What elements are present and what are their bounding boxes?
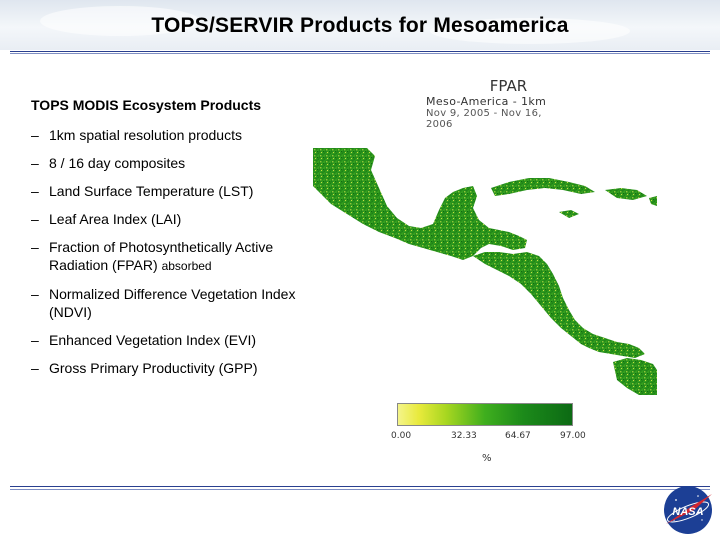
colorbar-unit: % bbox=[482, 453, 492, 464]
section-heading: TOPS MODIS Ecosystem Products bbox=[31, 97, 262, 113]
list-item: – Gross Primary Productivity (GPP) bbox=[31, 359, 301, 377]
list-item: – Land Surface Temperature (LST) bbox=[31, 182, 301, 200]
list-item-suffix: absorbed bbox=[161, 259, 212, 273]
footer-divider-secondary bbox=[10, 489, 710, 490]
mesoamerica-map bbox=[313, 148, 657, 395]
bullet-dash: – bbox=[31, 286, 39, 302]
list-item-text: Fraction of Photosynthetically Active Ra… bbox=[49, 239, 274, 273]
list-item-text: Enhanced Vegetation Index (EVI) bbox=[49, 332, 257, 348]
list-item: – Leaf Area Index (LAI) bbox=[31, 210, 301, 228]
list-item-text: Gross Primary Productivity (GPP) bbox=[49, 360, 258, 376]
list-item-text: 8 / 16 day composites bbox=[49, 155, 186, 171]
list-item-text: Leaf Area Index (LAI) bbox=[49, 211, 182, 227]
bullet-dash: – bbox=[31, 127, 39, 143]
list-item-text: 1km spatial resolution products bbox=[49, 127, 242, 143]
landmass-south-america bbox=[613, 358, 657, 395]
nasa-meatball-icon: NASA bbox=[664, 486, 712, 534]
colorbar-tick: 32.33 bbox=[451, 431, 477, 441]
landmass-central-america bbox=[473, 252, 645, 358]
landmass-hispaniola bbox=[605, 188, 647, 200]
colorbar-tick: 97.00 bbox=[560, 431, 586, 441]
list-item: –8 / 16 day composites bbox=[31, 154, 301, 172]
footer-divider bbox=[10, 486, 710, 487]
banner-cloud bbox=[40, 6, 200, 36]
nasa-logo: NASA bbox=[662, 484, 714, 536]
slide-title: TOPS/SERVIR Products for Mesoamerica bbox=[151, 14, 569, 37]
list-item: –1km spatial resolution products bbox=[31, 126, 301, 144]
list-item: – Normalized Difference Vegetation Index … bbox=[31, 285, 301, 321]
bullet-dash: – bbox=[31, 155, 39, 171]
bullet-dash: – bbox=[31, 360, 39, 376]
fpar-colorbar bbox=[397, 403, 573, 426]
map-header: FPAR Meso-America - 1km Nov 9, 2005 - No… bbox=[426, 77, 566, 130]
list-item-text: Normalized Difference Vegetation Index (… bbox=[49, 286, 296, 320]
map-title: FPAR bbox=[489, 77, 528, 95]
banner-cloud bbox=[430, 18, 630, 44]
bullet-dash: – bbox=[31, 239, 39, 255]
title-divider bbox=[10, 51, 710, 52]
landmass-mexico bbox=[313, 148, 527, 260]
list-item: – Fraction of Photosynthetically Active R… bbox=[31, 238, 301, 275]
colorbar-tick: 64.67 bbox=[505, 431, 531, 441]
product-list: –1km spatial resolution products –8 / 16… bbox=[31, 126, 301, 387]
fpar-map-image bbox=[313, 148, 657, 395]
map-dates: Nov 9, 2005 - Nov 16, 2006 bbox=[426, 108, 542, 130]
landmass-jamaica bbox=[559, 210, 579, 218]
title-divider-secondary bbox=[10, 53, 710, 54]
bullet-dash: – bbox=[31, 211, 39, 227]
landmass-islands bbox=[649, 196, 657, 206]
colorbar-tick: 0.00 bbox=[391, 431, 412, 441]
list-item-text: Land Surface Temperature (LST) bbox=[49, 183, 254, 199]
header-banner: TOPS/SERVIR Products for Mesoamerica bbox=[0, 0, 720, 50]
bullet-dash: – bbox=[31, 332, 39, 348]
bullet-dash: – bbox=[31, 183, 39, 199]
map-region: Meso-America - 1km bbox=[426, 95, 547, 108]
list-item: – Enhanced Vegetation Index (EVI) bbox=[31, 331, 301, 349]
nasa-logo-text: NASA bbox=[672, 506, 703, 518]
landmass-cuba bbox=[491, 178, 595, 196]
